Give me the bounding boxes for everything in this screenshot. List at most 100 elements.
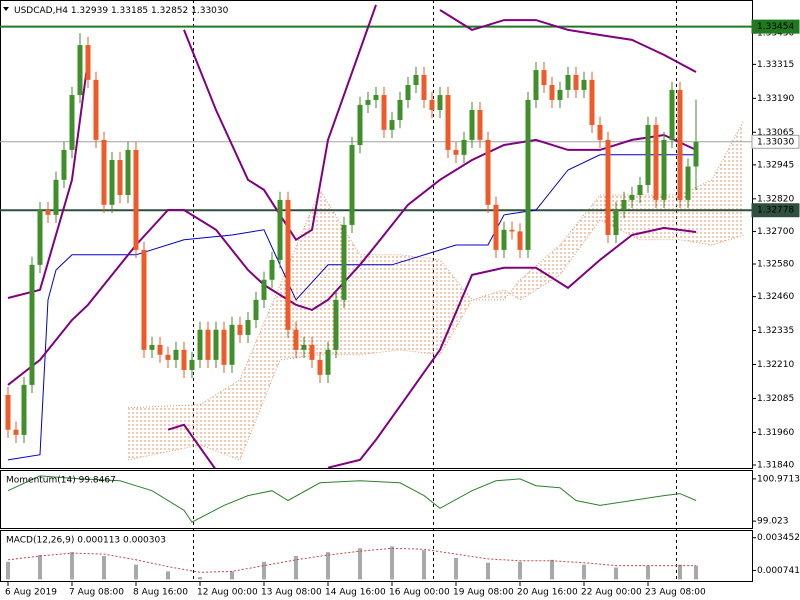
candle-body xyxy=(381,95,387,130)
y-tick-label: 0.000741 xyxy=(757,566,800,576)
candle-body xyxy=(61,149,67,180)
macd-bar xyxy=(614,567,618,580)
macd-bar xyxy=(134,564,138,580)
cloud-segment xyxy=(320,189,360,355)
candle-body xyxy=(429,99,435,111)
header-arrow[interactable] xyxy=(3,7,9,11)
candle-body xyxy=(341,224,347,300)
macd-bar xyxy=(390,546,394,580)
level-label: 1.33454 xyxy=(757,22,794,32)
candle-body xyxy=(325,349,331,375)
candle-body xyxy=(237,324,243,335)
candle-body xyxy=(453,149,459,155)
x-tick-label: 20 Aug 16:00 xyxy=(517,588,578,598)
candle-body xyxy=(477,110,483,140)
candle-body xyxy=(285,199,291,330)
candle-body xyxy=(213,329,219,360)
candle-body xyxy=(389,120,395,130)
candle-body xyxy=(349,145,355,225)
candle-body xyxy=(469,110,475,140)
x-tick-label: 13 Aug 08:00 xyxy=(261,588,322,598)
candle-body xyxy=(557,89,563,100)
candle-body xyxy=(109,159,115,205)
band-middle xyxy=(7,133,697,386)
y-tick-label: 99.023 xyxy=(757,517,789,527)
macd-bar xyxy=(358,548,362,580)
candle-body xyxy=(677,89,683,200)
macd-title: MACD(12,26,9) 0.000113 0.000303 xyxy=(6,536,166,546)
macd-bar xyxy=(230,571,234,580)
level-label-box xyxy=(751,134,800,149)
main-frame xyxy=(0,0,753,469)
macd-bar xyxy=(678,564,682,580)
macd-bar xyxy=(38,555,42,580)
candle-body xyxy=(525,99,531,250)
candle-body xyxy=(629,195,635,200)
y-tick-label: 1.32820 xyxy=(757,194,794,204)
candle-body xyxy=(245,319,251,335)
candle-body xyxy=(589,79,595,125)
candle-body xyxy=(261,279,267,300)
candle-body xyxy=(53,179,59,215)
level-label-box xyxy=(751,203,800,218)
x-tick-label: 22 Aug 00:00 xyxy=(581,588,642,598)
candle-body xyxy=(421,74,427,100)
macd-bar xyxy=(166,571,170,580)
macd-bar xyxy=(326,552,330,580)
y-tick-label: 1.33430 xyxy=(757,29,794,39)
candle-body xyxy=(165,354,171,360)
macd-bar xyxy=(6,561,10,580)
candle-body xyxy=(565,74,571,90)
y-tick-label: 1.32210 xyxy=(757,360,794,370)
candle-body xyxy=(669,89,675,140)
y-tick-label: 0.003452 xyxy=(757,533,800,543)
macd-bar xyxy=(454,557,458,580)
cloud-segment xyxy=(240,284,280,460)
candle-body xyxy=(13,429,19,435)
candle-body xyxy=(85,45,91,80)
cloud-segment xyxy=(712,120,744,246)
x-tick-label: 14 Aug 16:00 xyxy=(325,588,386,598)
cloud-segment xyxy=(640,195,680,240)
cloud-segment xyxy=(520,245,560,300)
candle-body xyxy=(77,45,83,96)
candle-body xyxy=(189,359,195,370)
macd-bar xyxy=(646,565,650,580)
candle-body xyxy=(5,394,11,430)
y-tick-label: 1.32335 xyxy=(757,326,794,336)
band-lower xyxy=(327,226,697,468)
candle-body xyxy=(509,229,515,232)
overlay: 1.33430 1.33315 1.33190 1.33065 1.32945 1.328… xyxy=(5,19,800,598)
candle-body xyxy=(373,95,379,100)
band-upper xyxy=(439,9,697,73)
y-tick-label: 1.32945 xyxy=(757,160,794,170)
candle-body xyxy=(653,124,659,200)
candle-body xyxy=(149,344,155,350)
x-tick-label: 23 Aug 08:00 xyxy=(645,588,706,598)
cloud-segment xyxy=(128,404,200,460)
candle-body xyxy=(93,79,99,140)
candle-body xyxy=(181,349,187,370)
candle-body xyxy=(301,344,307,350)
momentum-title: Momentum(14) 99.8467 xyxy=(6,476,116,486)
level-label: 1.33030 xyxy=(757,137,794,147)
y-tick-label: 1.31960 xyxy=(757,428,794,438)
momentum-line xyxy=(7,475,697,523)
candle-body xyxy=(501,229,507,250)
header: USDCAD,H4 1.32939 1.33185 1.32852 1.3303… xyxy=(14,6,229,16)
candle-body xyxy=(437,95,443,111)
macd-bar xyxy=(550,559,554,580)
high-label: 1.33185 xyxy=(111,6,148,16)
candle-body xyxy=(125,149,131,196)
macd-bar xyxy=(70,552,74,580)
y-tick-label: 1.32460 xyxy=(757,292,794,302)
y-tick-label: 1.33065 xyxy=(757,128,794,138)
candle-body xyxy=(293,329,299,350)
candle-body xyxy=(533,70,539,100)
band-upper xyxy=(7,59,89,299)
x-tick-label: 16 Aug 00:00 xyxy=(389,588,450,598)
candle-body xyxy=(661,139,667,200)
candle-body xyxy=(405,85,411,100)
candle-body xyxy=(205,329,211,360)
candle-body xyxy=(357,104,363,146)
